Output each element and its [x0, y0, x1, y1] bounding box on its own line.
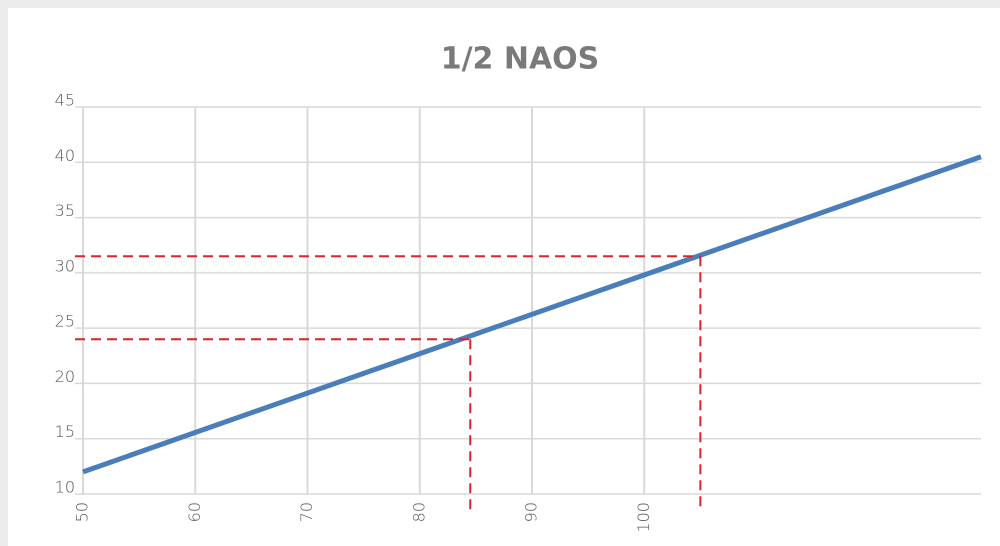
y-tick-label: 40 [55, 146, 75, 165]
y-tick-label: 45 [55, 91, 75, 110]
y-tick-label: 20 [55, 367, 75, 386]
chart-panel [8, 8, 1000, 546]
y-tick-label: 15 [55, 422, 75, 441]
chart-title: 1/2 NAOS [441, 42, 600, 77]
x-tick-label: 50 [73, 502, 92, 522]
y-tick-label: 25 [55, 312, 75, 331]
x-tick-label: 70 [297, 502, 316, 522]
x-tick-label: 100 [634, 502, 653, 533]
x-tick-label: 60 [185, 502, 204, 522]
x-tick-label: 80 [409, 502, 428, 522]
data-line [82, 154, 982, 475]
y-tick-label: 35 [55, 201, 75, 220]
y-tick-label: 30 [55, 256, 75, 275]
x-tick-label: 90 [522, 502, 541, 522]
y-tick-label: 10 [55, 478, 75, 497]
